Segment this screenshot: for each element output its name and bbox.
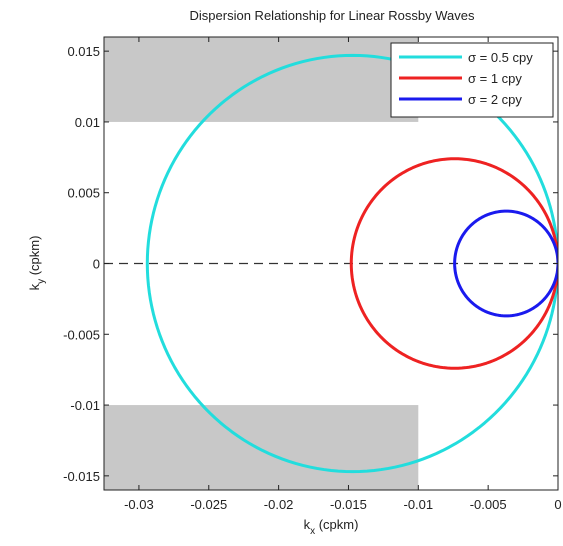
legend-box — [390, 42, 554, 118]
y-tick-label: -0.005 — [63, 327, 100, 342]
legend-label: σ = 0.5 cpy — [468, 50, 533, 65]
shaded-region — [104, 37, 419, 122]
x-ticks: -0.03 -0.025 -0.02 -0.015 -0.01 -0.005 0 — [124, 37, 562, 512]
y-ticks: -0.015 -0.01 -0.005 0 0.005 0.01 0.015 — [63, 44, 558, 484]
x-tick-label: -0.02 — [264, 497, 294, 512]
y-axis-label: ky (cpkm) — [27, 236, 47, 291]
legend-label: σ = 2 cpy — [468, 92, 522, 107]
series-curve-2 — [349, 157, 558, 370]
legend-label: σ = 1 cpy — [468, 71, 522, 86]
series-curve-3 — [453, 209, 558, 318]
shaded-region — [104, 405, 419, 490]
y-tick-label: 0 — [93, 257, 100, 272]
x-tick-label: 0 — [554, 497, 561, 512]
y-tick-label: -0.015 — [63, 469, 100, 484]
y-tick-label: 0.005 — [67, 186, 100, 201]
x-tick-label: -0.03 — [124, 497, 154, 512]
x-tick-label: -0.025 — [190, 497, 227, 512]
x-tick-label: -0.015 — [330, 497, 367, 512]
y-tick-label: 0.01 — [75, 115, 100, 130]
chart-title: Dispersion Relationship for Linear Rossb… — [190, 8, 475, 23]
legend: σ = 0.5 cpy σ = 1 cpy σ = 2 cpy — [390, 42, 554, 118]
x-tick-label: -0.005 — [470, 497, 507, 512]
x-axis-label: kx (cpkm) — [304, 517, 359, 537]
y-tick-label: 0.015 — [67, 44, 100, 59]
y-tick-label: -0.01 — [70, 398, 100, 413]
x-tick-label: -0.01 — [403, 497, 433, 512]
shaded-regions — [104, 37, 419, 490]
legend-entries: σ = 0.5 cpy σ = 1 cpy σ = 2 cpy — [399, 50, 533, 107]
